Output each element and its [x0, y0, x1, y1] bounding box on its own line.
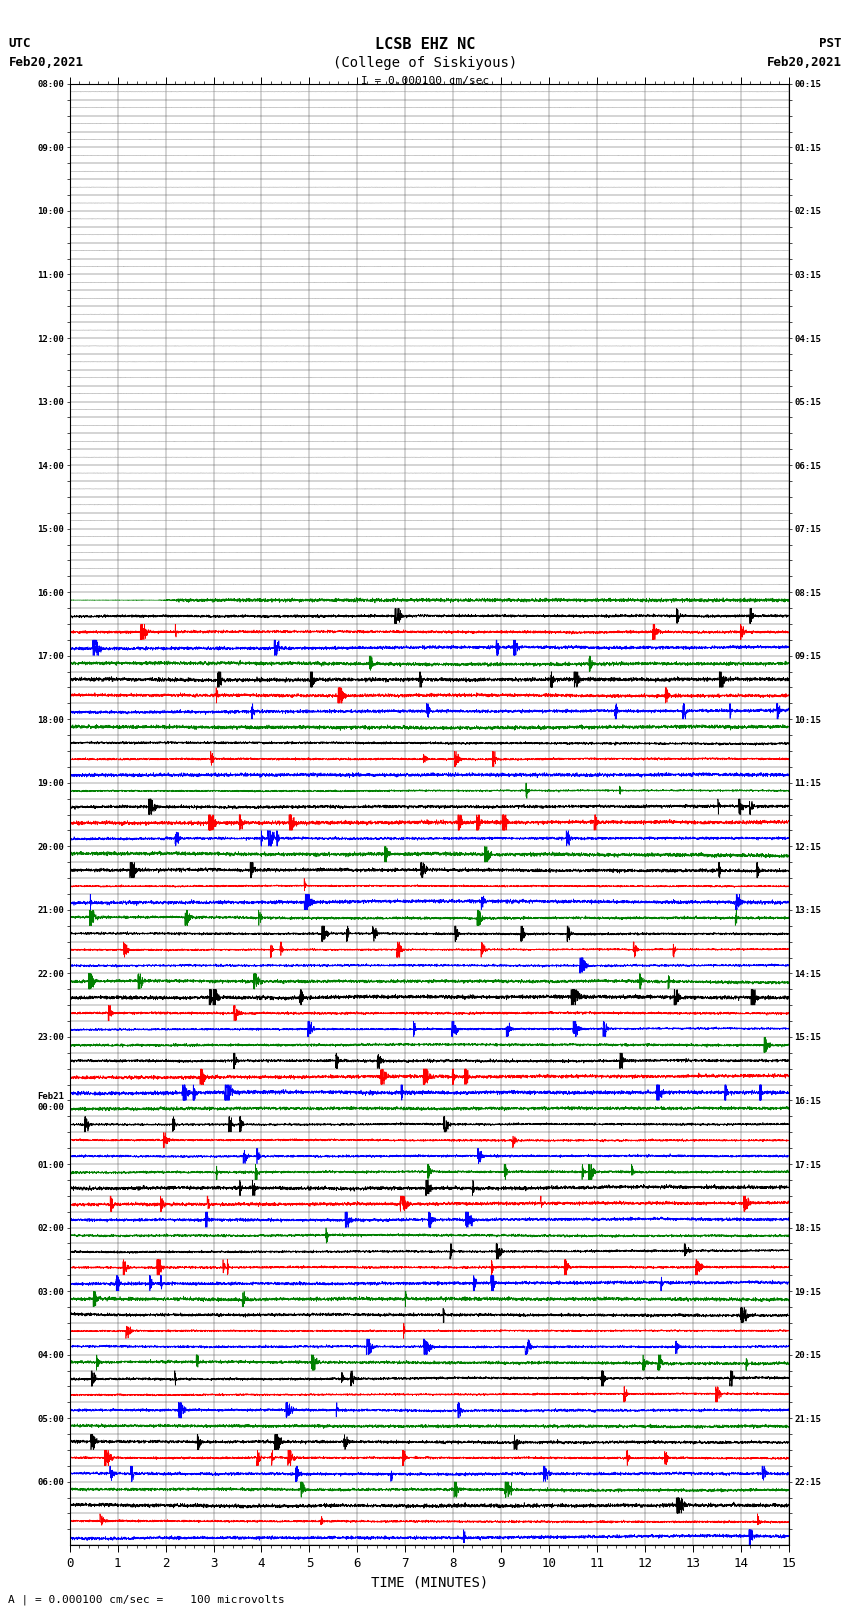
Text: Feb20,2021: Feb20,2021: [767, 56, 842, 69]
Text: I = 0.000100 cm/sec: I = 0.000100 cm/sec: [361, 76, 489, 85]
X-axis label: TIME (MINUTES): TIME (MINUTES): [371, 1576, 488, 1590]
Text: A | = 0.000100 cm/sec =    100 microvolts: A | = 0.000100 cm/sec = 100 microvolts: [8, 1594, 286, 1605]
Text: LCSB EHZ NC: LCSB EHZ NC: [375, 37, 475, 52]
Text: (College of Siskiyous): (College of Siskiyous): [333, 56, 517, 71]
Text: Feb20,2021: Feb20,2021: [8, 56, 83, 69]
Text: UTC: UTC: [8, 37, 31, 50]
Text: PST: PST: [819, 37, 842, 50]
